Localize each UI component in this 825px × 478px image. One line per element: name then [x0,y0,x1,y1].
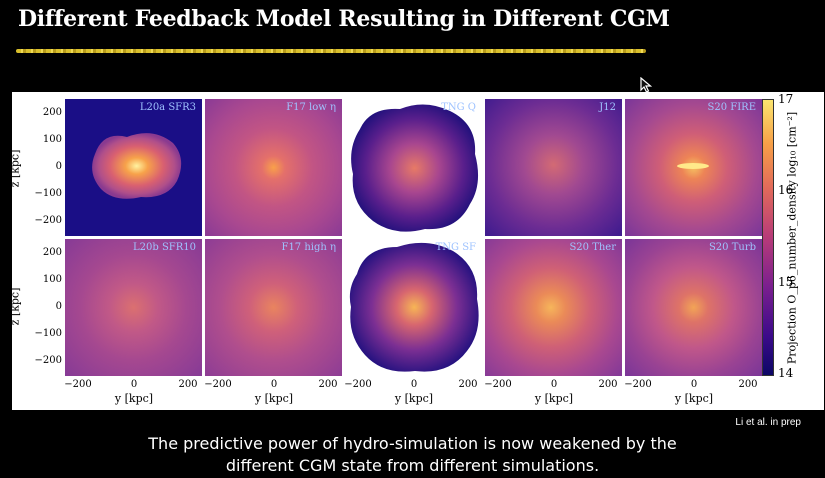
caption-line-2: different CGM state from different simul… [225,456,600,475]
colorbar-label: Projection O_p6_number_density log₁₀ [cm… [785,111,799,365]
y-tick: 200 [42,247,62,258]
x-tick: −200 [484,379,512,390]
x-axis-label: y [kpc] [114,392,154,405]
x-tick: 200 [598,379,618,390]
credit-text: Li et al. in prep [735,417,801,428]
y-tick: −200 [34,215,62,226]
x-tick: 0 [410,379,418,390]
panel-label: TNG Q [441,102,476,113]
x-tick: 200 [738,379,758,390]
panel-f17-high-eta: F17 high η [205,239,342,376]
x-axis-label: y [kpc] [674,392,714,405]
panel-label: S20 FIRE [707,102,756,113]
y-tick: 100 [42,274,62,285]
slide-title: Different Feedback Model Resulting in Di… [18,6,670,32]
colorbar-tick: 16 [778,183,794,197]
x-tick: 200 [178,379,198,390]
mouse-pointer-icon [640,77,652,93]
simulation-figure: L20a SFR3 F17 low η TNG Q J12 S20 FIRE [8,92,824,410]
y-axis-label-bottom: z [kpc] [8,287,22,326]
y-axis-label-top: z [kpc] [8,149,22,188]
caption-line-1: The predictive power of hydro-simulation… [148,434,677,453]
panel-tng-sf: TNG SF [345,239,482,376]
panel-label: F17 high η [281,242,337,253]
x-axis-label: y [kpc] [394,392,434,405]
y-tick: −200 [34,355,62,366]
panel-label: S20 Turb [708,242,756,253]
panel-label: F17 low η [286,102,336,113]
x-tick: 0 [550,379,558,390]
x-axis-label: y [kpc] [534,392,574,405]
panel-s20-turb: S20 Turb [625,239,762,376]
panel-label: J12 [599,102,616,113]
panel-l20a-sfr3: L20a SFR3 [65,99,202,236]
x-tick: 0 [270,379,278,390]
y-tick: 0 [55,161,62,172]
y-tick: 100 [42,134,62,145]
colorbar-tick: 14 [778,366,794,380]
x-tick: 200 [318,379,338,390]
x-tick: −200 [64,379,92,390]
panel-label: L20b SFR10 [133,242,196,253]
y-tick: −100 [34,328,62,339]
y-tick: 0 [55,301,62,312]
y-tick: −100 [34,188,62,199]
panel-j12: J12 [485,99,622,236]
x-tick: 0 [690,379,698,390]
x-tick: −200 [344,379,372,390]
colorbar [762,99,774,376]
panel-label: TNG SF [435,242,476,253]
colorbar-tick: 15 [778,275,794,289]
panel-l20b-sfr10: L20b SFR10 [65,239,202,376]
title-underline [16,49,646,53]
panel-f17-low-eta: F17 low η [205,99,342,236]
x-tick: 0 [130,379,138,390]
panel-tng-q: TNG Q [345,99,482,236]
x-tick: −200 [204,379,232,390]
colorbar-tick: 17 [778,92,794,106]
y-tick: 200 [42,107,62,118]
panel-label: S20 Ther [569,242,616,253]
panel-label: L20a SFR3 [139,102,196,113]
x-tick: 200 [458,379,478,390]
panel-s20-ther: S20 Ther [485,239,622,376]
x-tick: −200 [624,379,652,390]
panel-s20-fire: S20 FIRE [625,99,762,236]
x-axis-label: y [kpc] [254,392,294,405]
